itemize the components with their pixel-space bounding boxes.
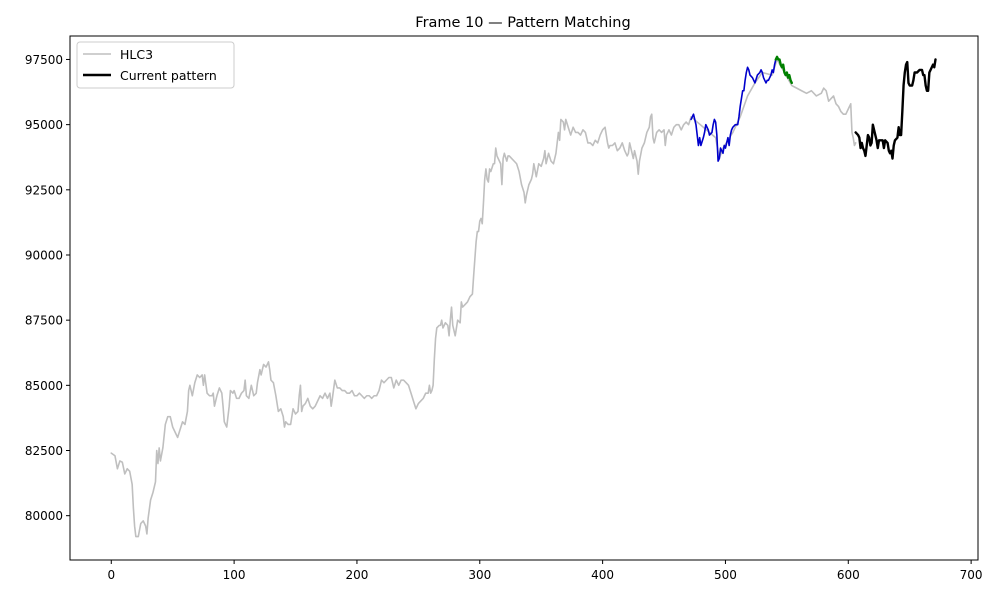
legend-label-current-pattern: Current pattern	[120, 68, 217, 83]
series-line-1	[690, 58, 777, 162]
x-tick-label: 200	[345, 568, 368, 582]
legend-label-hlc3: HLC3	[120, 47, 153, 62]
y-tick-label: 90000	[25, 248, 63, 262]
series-line-3	[854, 58, 937, 160]
x-tick-label: 0	[107, 568, 115, 582]
x-axis: 0 100 200 300 400 500 600 700	[107, 560, 983, 582]
x-tick-label: 500	[714, 568, 737, 582]
y-tick-label: 82500	[25, 444, 63, 458]
y-tick-label: 87500	[25, 314, 63, 328]
y-tick-label: 80000	[25, 509, 63, 523]
y-tick-label: 97500	[25, 53, 63, 67]
x-tick-label: 600	[837, 568, 860, 582]
plot-frame	[69, 35, 979, 561]
legend-box	[76, 41, 235, 89]
y-tick-label: 85000	[25, 379, 63, 393]
x-tick-label: 700	[960, 568, 983, 582]
x-tick-label: 100	[223, 568, 246, 582]
x-tick-label: 300	[468, 568, 491, 582]
x-tick-label: 400	[591, 568, 614, 582]
series-line-2	[774, 55, 793, 85]
y-tick-label: 95000	[25, 118, 63, 132]
series-layer	[110, 55, 937, 538]
y-axis: 80000 82500 85000 87500 90000 92500 95000 97500	[25, 53, 70, 523]
series-line-0	[110, 58, 857, 538]
y-tick-label: 92500	[25, 183, 63, 197]
chart-title: Frame 10 — Pattern Matching	[415, 15, 630, 31]
legend: HLC3 Current pattern	[76, 41, 235, 89]
